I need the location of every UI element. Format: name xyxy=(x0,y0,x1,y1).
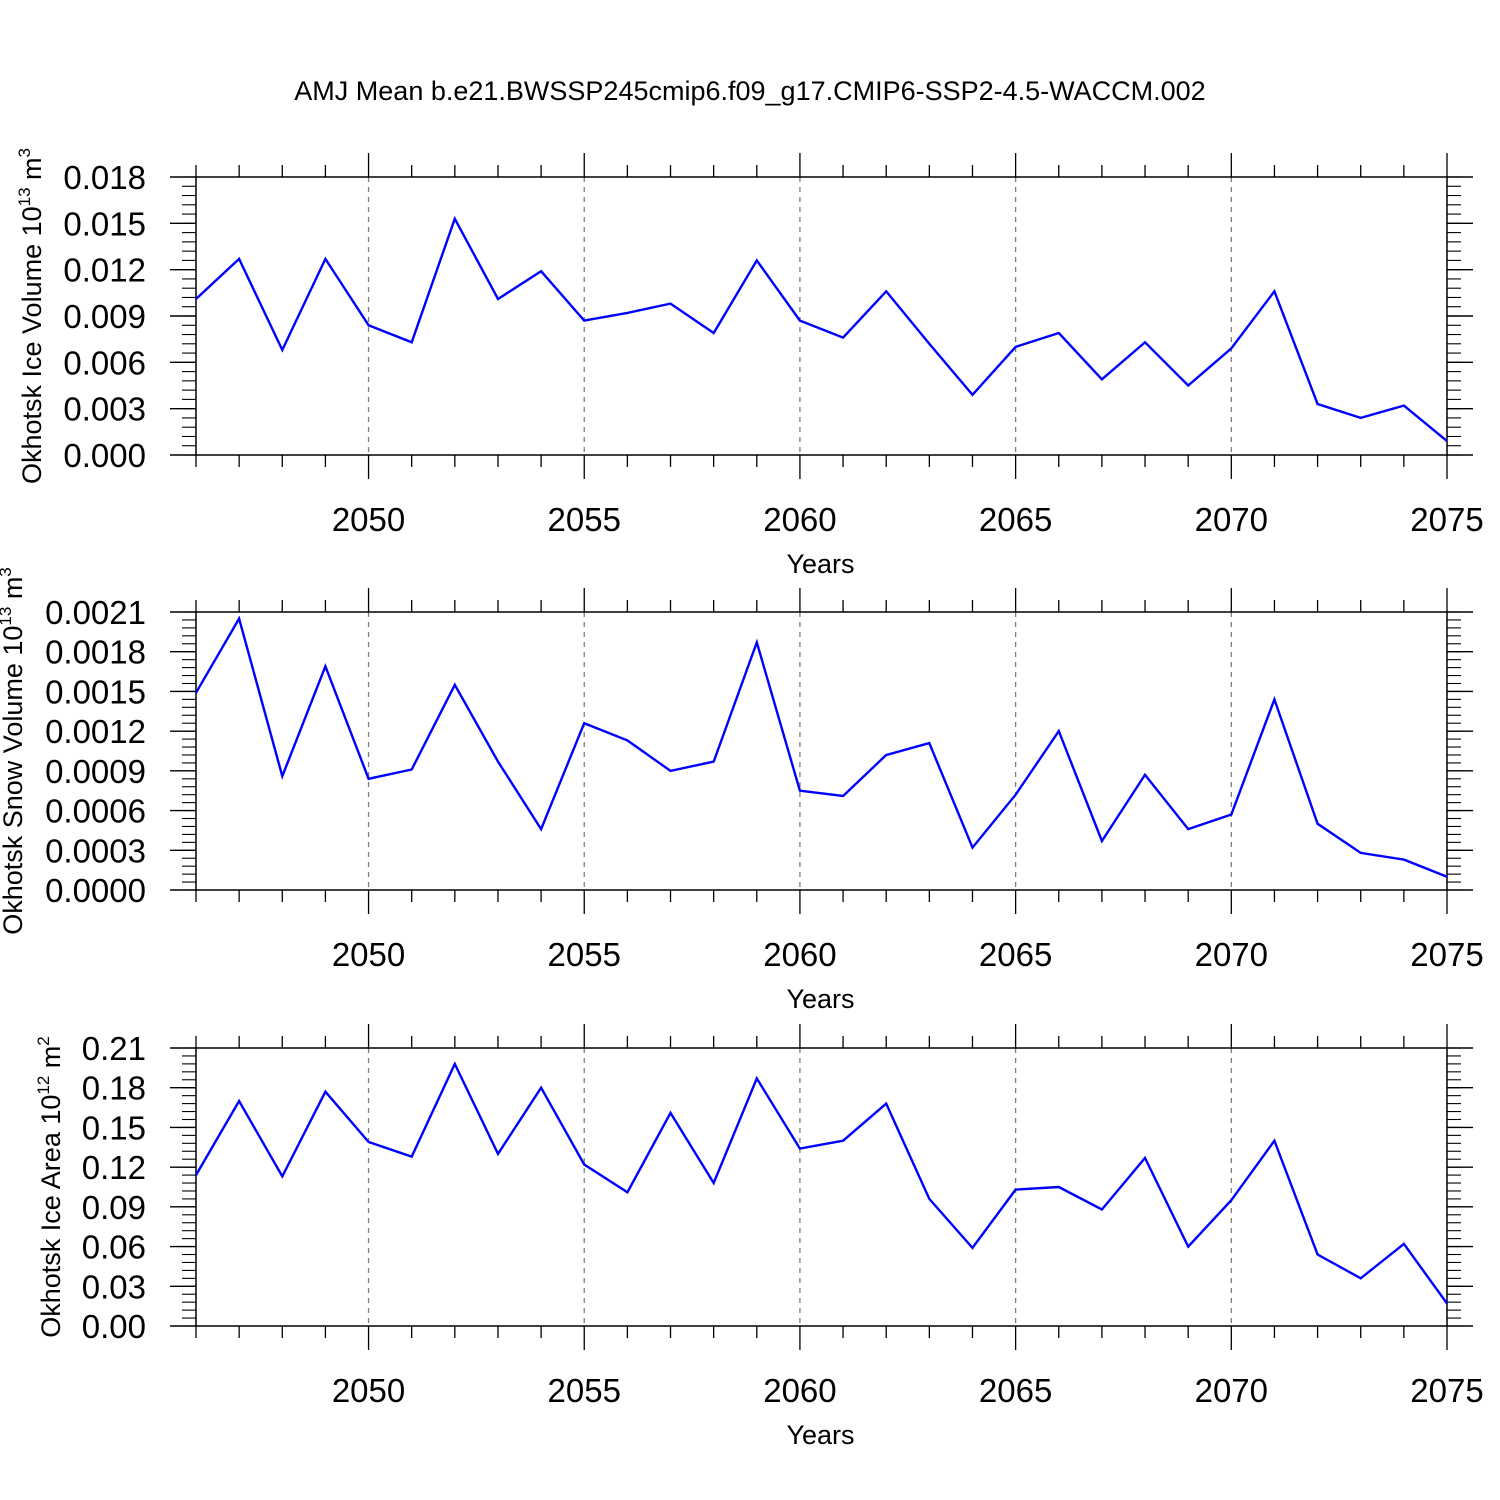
x-tick-label: 2060 xyxy=(763,936,836,973)
figure-title: AMJ Mean b.e21.BWSSP245cmip6.f09_g17.CMI… xyxy=(294,76,1205,106)
y-tick-label: 0.0012 xyxy=(45,713,146,750)
y-tick-label: 0.003 xyxy=(63,391,146,428)
x-tick-label: 2070 xyxy=(1195,1372,1268,1409)
x-axis-label: Years xyxy=(786,549,854,579)
y-axis-label: Okhotsk Ice Area 1012 m2 xyxy=(34,1036,66,1338)
x-tick-label: 2055 xyxy=(548,501,621,538)
x-tick-label: 2075 xyxy=(1410,936,1483,973)
x-tick-label: 2055 xyxy=(548,936,621,973)
x-tick-label: 2050 xyxy=(332,501,405,538)
series-line-1 xyxy=(194,1061,1448,1305)
y-tick-label: 0.18 xyxy=(82,1070,146,1107)
x-tick-label: 2065 xyxy=(979,501,1052,538)
y-axis-label: Okhotsk Snow Volume 1013 m3 xyxy=(0,567,28,935)
y-tick-label: 0.015 xyxy=(63,205,146,242)
y-tick-label: 0.0006 xyxy=(45,793,146,830)
y-tick-label: 0.018 xyxy=(63,159,146,196)
y-axis-label: Okhotsk Ice Volume 1013 m3 xyxy=(15,148,47,484)
x-tick-label: 2070 xyxy=(1195,501,1268,538)
y-tick-label: 0.06 xyxy=(82,1229,146,1266)
y-tick-label: 0.0018 xyxy=(45,634,146,671)
y-tick-label: 0.000 xyxy=(63,437,146,474)
x-tick-label: 2060 xyxy=(763,1372,836,1409)
plot-frame xyxy=(195,1047,1448,1327)
y-tick-label: 0.009 xyxy=(63,298,146,335)
y-tick-label: 0.15 xyxy=(82,1109,146,1146)
x-tick-label: 2055 xyxy=(548,1372,621,1409)
x-tick-label: 2070 xyxy=(1195,936,1268,973)
y-tick-label: 0.0009 xyxy=(45,753,146,790)
chart-panel-1: 0.000 0.003 0.006 0.009 0.012 0.015 0.018 2050 2… xyxy=(15,148,1484,579)
x-tick-label: 2065 xyxy=(979,936,1052,973)
x-tick-label: 2050 xyxy=(332,1372,405,1409)
panels: 0.000 0.003 0.006 0.009 0.012 0.015 0.018 2050 2… xyxy=(0,148,1484,1450)
y-tick-label: 0.03 xyxy=(82,1268,146,1305)
y-tick-label: 0.21 xyxy=(82,1030,146,1067)
chart-panel-2: 0.00000.00030.00060.00090.00120.00150.00… xyxy=(0,567,1484,1014)
y-tick-label: 0.0015 xyxy=(45,673,146,710)
y-tick-label: 0.09 xyxy=(82,1189,146,1226)
series-line-1 xyxy=(195,215,1448,443)
y-tick-label: 0.0021 xyxy=(45,594,146,631)
x-tick-label: 2075 xyxy=(1410,1372,1483,1409)
x-tick-label: 2060 xyxy=(763,501,836,538)
x-axis-label: Years xyxy=(786,1420,854,1450)
y-tick-label: 0.006 xyxy=(63,344,146,381)
x-axis-label: Years xyxy=(786,984,854,1014)
y-tick-label: 0.12 xyxy=(82,1149,146,1186)
y-tick-label: 0.0003 xyxy=(45,832,146,869)
x-tick-label: 2050 xyxy=(332,936,405,973)
x-tick-label: 2075 xyxy=(1410,501,1483,538)
plot-frame xyxy=(195,611,1448,891)
chart-panel-3: 0.000.030.060.090.120.150.180.21 2050 2055… xyxy=(34,1024,1484,1450)
y-tick-label: 0.012 xyxy=(63,252,146,289)
y-tick-label: 0.00 xyxy=(82,1308,146,1345)
x-tick-label: 2065 xyxy=(979,1372,1052,1409)
y-tick-label: 0.0000 xyxy=(45,872,146,909)
series-line-1 xyxy=(194,615,1448,878)
